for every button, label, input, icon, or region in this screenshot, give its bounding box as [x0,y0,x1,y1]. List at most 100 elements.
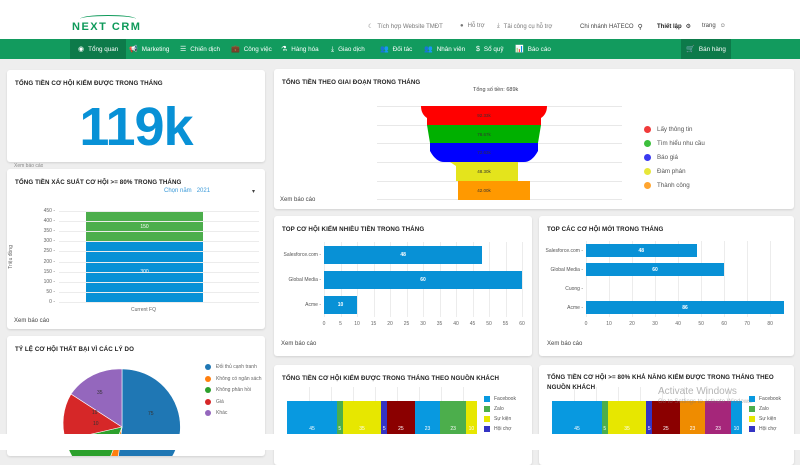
nav-label: Nhân viên [436,45,466,53]
grid-line [724,241,726,317]
legend-label: Đối thủ cạnh tranh [216,364,257,370]
grid-line [728,387,729,401]
dashboard-icon: ◉ [78,45,85,53]
nav-marketing[interactable]: 📢 Marketing [129,39,169,59]
x-tick: 15 [370,321,377,327]
funnel-chart [421,106,547,200]
see-report-link[interactable]: Xem báo cáo [281,341,317,347]
bar[interactable]: 86 [586,300,784,315]
y-tick: 50 - [46,288,55,295]
grid-line [678,241,680,317]
card-title: TỶ LỆ CƠ HỘI THẤT BẠI VÌ CÁC LÝ DO [15,346,135,353]
legend-dot-icon [205,410,211,416]
legend-label: Zalo [759,406,769,412]
bar-segment-top: 150 [86,211,203,242]
legend-item[interactable]: Zalo [749,406,769,412]
legend-item[interactable]: Facebook [749,396,781,402]
see-report-link[interactable]: Xem báo cáo [14,318,50,324]
legend-label: Khác [216,410,228,416]
logo[interactable]: NEXT CRM [72,15,141,33]
nav-hang-hoa[interactable]: ⚗ Hàng hóa [281,39,319,59]
x-tick: 50 [698,321,704,327]
download-tools-link[interactable]: ⤓ Tải công cụ hỗ trợ [497,23,552,30]
nav-giao-dich[interactable]: ⤓ Giao dịch [331,39,365,59]
legend-item[interactable]: Facebook [484,396,516,402]
kpi-see-report-link[interactable]: Xem báo cáo [14,163,44,168]
user-menu[interactable]: trang ☺ [702,23,726,29]
bar[interactable]: 48 [324,245,483,264]
bar[interactable]: 60 [324,270,522,289]
nav-chien-dich[interactable]: ☰ Chiến dịch [180,39,220,59]
megaphone-icon: 📢 [129,45,138,53]
legend-item[interactable]: Đàm phán [644,168,686,175]
legend-item[interactable]: Tìm hiểu nhu cầu [644,140,705,147]
legend-item[interactable]: Sự kiện [749,416,776,422]
legend-item[interactable]: Hội chợ [749,426,776,432]
nav-label: Hàng hóa [291,45,319,53]
branch-selector[interactable]: Chi nhánh HATECO ⚲ [580,23,643,31]
x-tick: 0 [584,321,588,327]
nav-cong-viec[interactable]: 💼 Công việc [231,39,272,59]
legend-item[interactable]: Zalo [484,406,504,412]
branch-label: Chi nhánh HATECO [580,24,634,30]
y-tick: 350 - [43,228,55,235]
year-value: 2021 [196,188,211,194]
legend-item[interactable]: Giá [205,398,224,405]
legend-dot-icon [205,387,211,393]
stack-segment[interactable]: 5 [381,401,387,447]
nav-bao-cao[interactable]: 📊 Báo cáo [515,39,551,59]
legend-item[interactable]: Lấy thông tin [644,126,692,133]
nav-so-quy[interactable]: $ Sổ quỹ [476,39,504,59]
stack-segment[interactable]: 5 [646,401,652,447]
year-select[interactable]: Chọn năm 2021 [164,188,210,194]
stack-segment[interactable]: 5 [337,401,343,447]
legend-item[interactable]: Không phản hồi [205,387,251,393]
nav-tong-quan[interactable]: ◉ Tổng quan [70,39,127,59]
x-tick: 55 [502,321,509,327]
stack-segment[interactable]: 10 [465,401,477,447]
bar[interactable]: 48 [586,243,697,258]
bar[interactable]: 10 [324,295,357,314]
ecommerce-link[interactable]: ☾ Tích hợp Website TMĐT [368,23,443,31]
nav-ban-hang[interactable]: 🛒 Bán hàng [681,39,731,59]
y-tick: 450 - [43,208,55,214]
legend-square-icon [484,426,490,432]
logo-swoosh [80,15,136,23]
x-tick: 0 [322,321,326,327]
legend-label: Hội chợ [494,426,512,432]
nav-label: Giao dịch [338,45,365,53]
card-title: TỔNG TIỀN CƠ HỘI KIẾM ĐƯỢC TRONG THÁNG T… [282,375,500,382]
legend-dot-icon [644,182,651,189]
legend-label: Thành công [657,182,690,189]
y-tick: 0 - [49,299,55,305]
watermark-line2: Go to Settings to activate Windows. [658,399,753,405]
settings-link[interactable]: Thiết lập ⚙ [657,23,691,31]
legend-item[interactable]: Không có ngân sách [205,375,262,382]
grid-line [574,387,575,401]
stack-segment[interactable]: 10 [730,401,742,447]
legend-item[interactable]: Khác [205,410,227,416]
nav-doi-tac[interactable]: 👥 Đối tác [380,39,412,59]
probability-card: TỔNG TIỀN XÁC SUẤT CƠ HỘI >= 80% TRONG T… [7,169,265,329]
main-nav: ◉ Tổng quan 📢 Marketing ☰ Chiến dịch 💼 Công … [0,39,800,59]
dropdown-caret-icon[interactable]: ▾ [252,189,256,195]
grid-line [701,241,703,317]
x-tick: 60 [721,321,727,327]
see-report-link[interactable]: Xem báo cáo [547,341,583,347]
support-link[interactable]: ● Hỗ trợ [460,23,485,29]
legend-item[interactable]: Báo giá [644,154,678,161]
grid-line [397,387,398,401]
nav-nhan-vien[interactable]: 👥 Nhân viên [424,39,465,59]
nav-label: Công việc [243,45,272,53]
grid-line [441,387,442,401]
see-report-link[interactable]: Xem báo cáo [280,197,316,203]
legend-item[interactable]: Sự kiện [484,416,511,422]
grid-line [770,241,772,317]
legend-dot-icon [205,364,211,370]
bar[interactable]: 60 [586,262,725,277]
stack-segment[interactable]: 5 [602,401,608,447]
legend-item[interactable]: Thành công [644,182,690,189]
legend-item[interactable]: Đối thủ cạnh tranh [205,364,257,370]
legend-label: Tìm hiểu nhu cầu [657,140,705,147]
legend-item[interactable]: Hội chợ [484,426,511,432]
